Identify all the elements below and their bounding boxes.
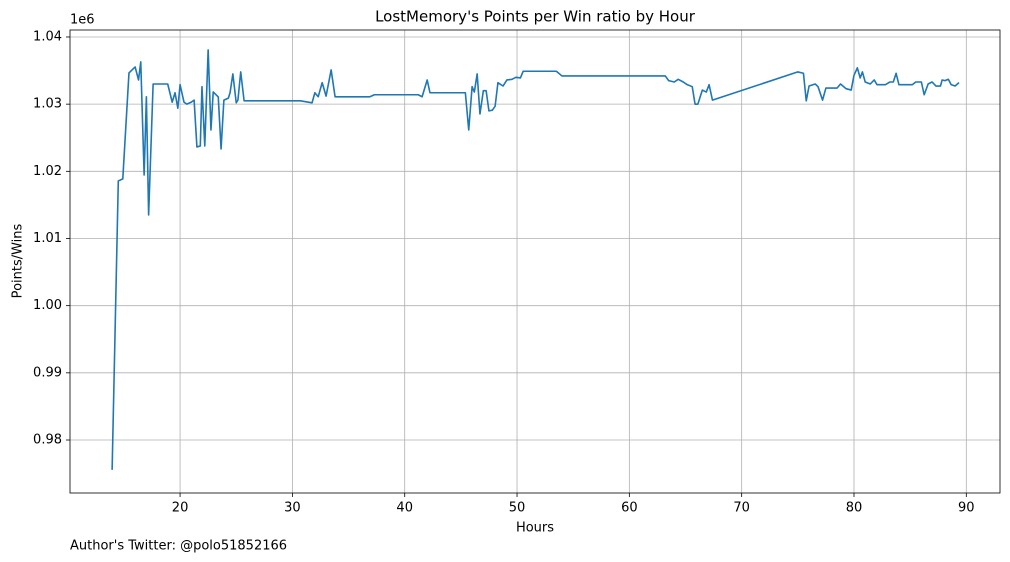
y-axis-label: Points/Wins: [11, 223, 26, 298]
data-line: [111, 49, 960, 470]
y-tick-label: 1.03: [33, 97, 62, 112]
x-tick-label: 30: [284, 501, 301, 516]
plot-frame: [69, 29, 1001, 494]
x-tick-label: 80: [846, 501, 863, 516]
x-tick-label: 60: [621, 501, 638, 516]
footer: Author's Twitter: @polo51852166: [70, 539, 287, 554]
y-tick-label: 0.99: [33, 365, 62, 380]
chart-title: LostMemory's Points per Win ratio by Hou…: [375, 8, 696, 26]
y-tick-label: 1.04: [33, 29, 62, 44]
y-tick-label: 0.98: [33, 433, 62, 448]
y-tick-label: 1.00: [33, 298, 62, 313]
y-tick-label: 1.01: [33, 231, 62, 246]
x-tick-label: 70: [733, 501, 750, 516]
x-tick-label: 20: [172, 501, 189, 516]
y-offset-label: 1e6: [70, 13, 95, 28]
x-tick-label: 50: [509, 501, 526, 516]
y-tick-label: 1.02: [33, 164, 62, 179]
x-axis-label: Hours: [516, 521, 554, 536]
x-tick-label: 90: [958, 501, 975, 516]
x-tick-label: 40: [396, 501, 413, 516]
